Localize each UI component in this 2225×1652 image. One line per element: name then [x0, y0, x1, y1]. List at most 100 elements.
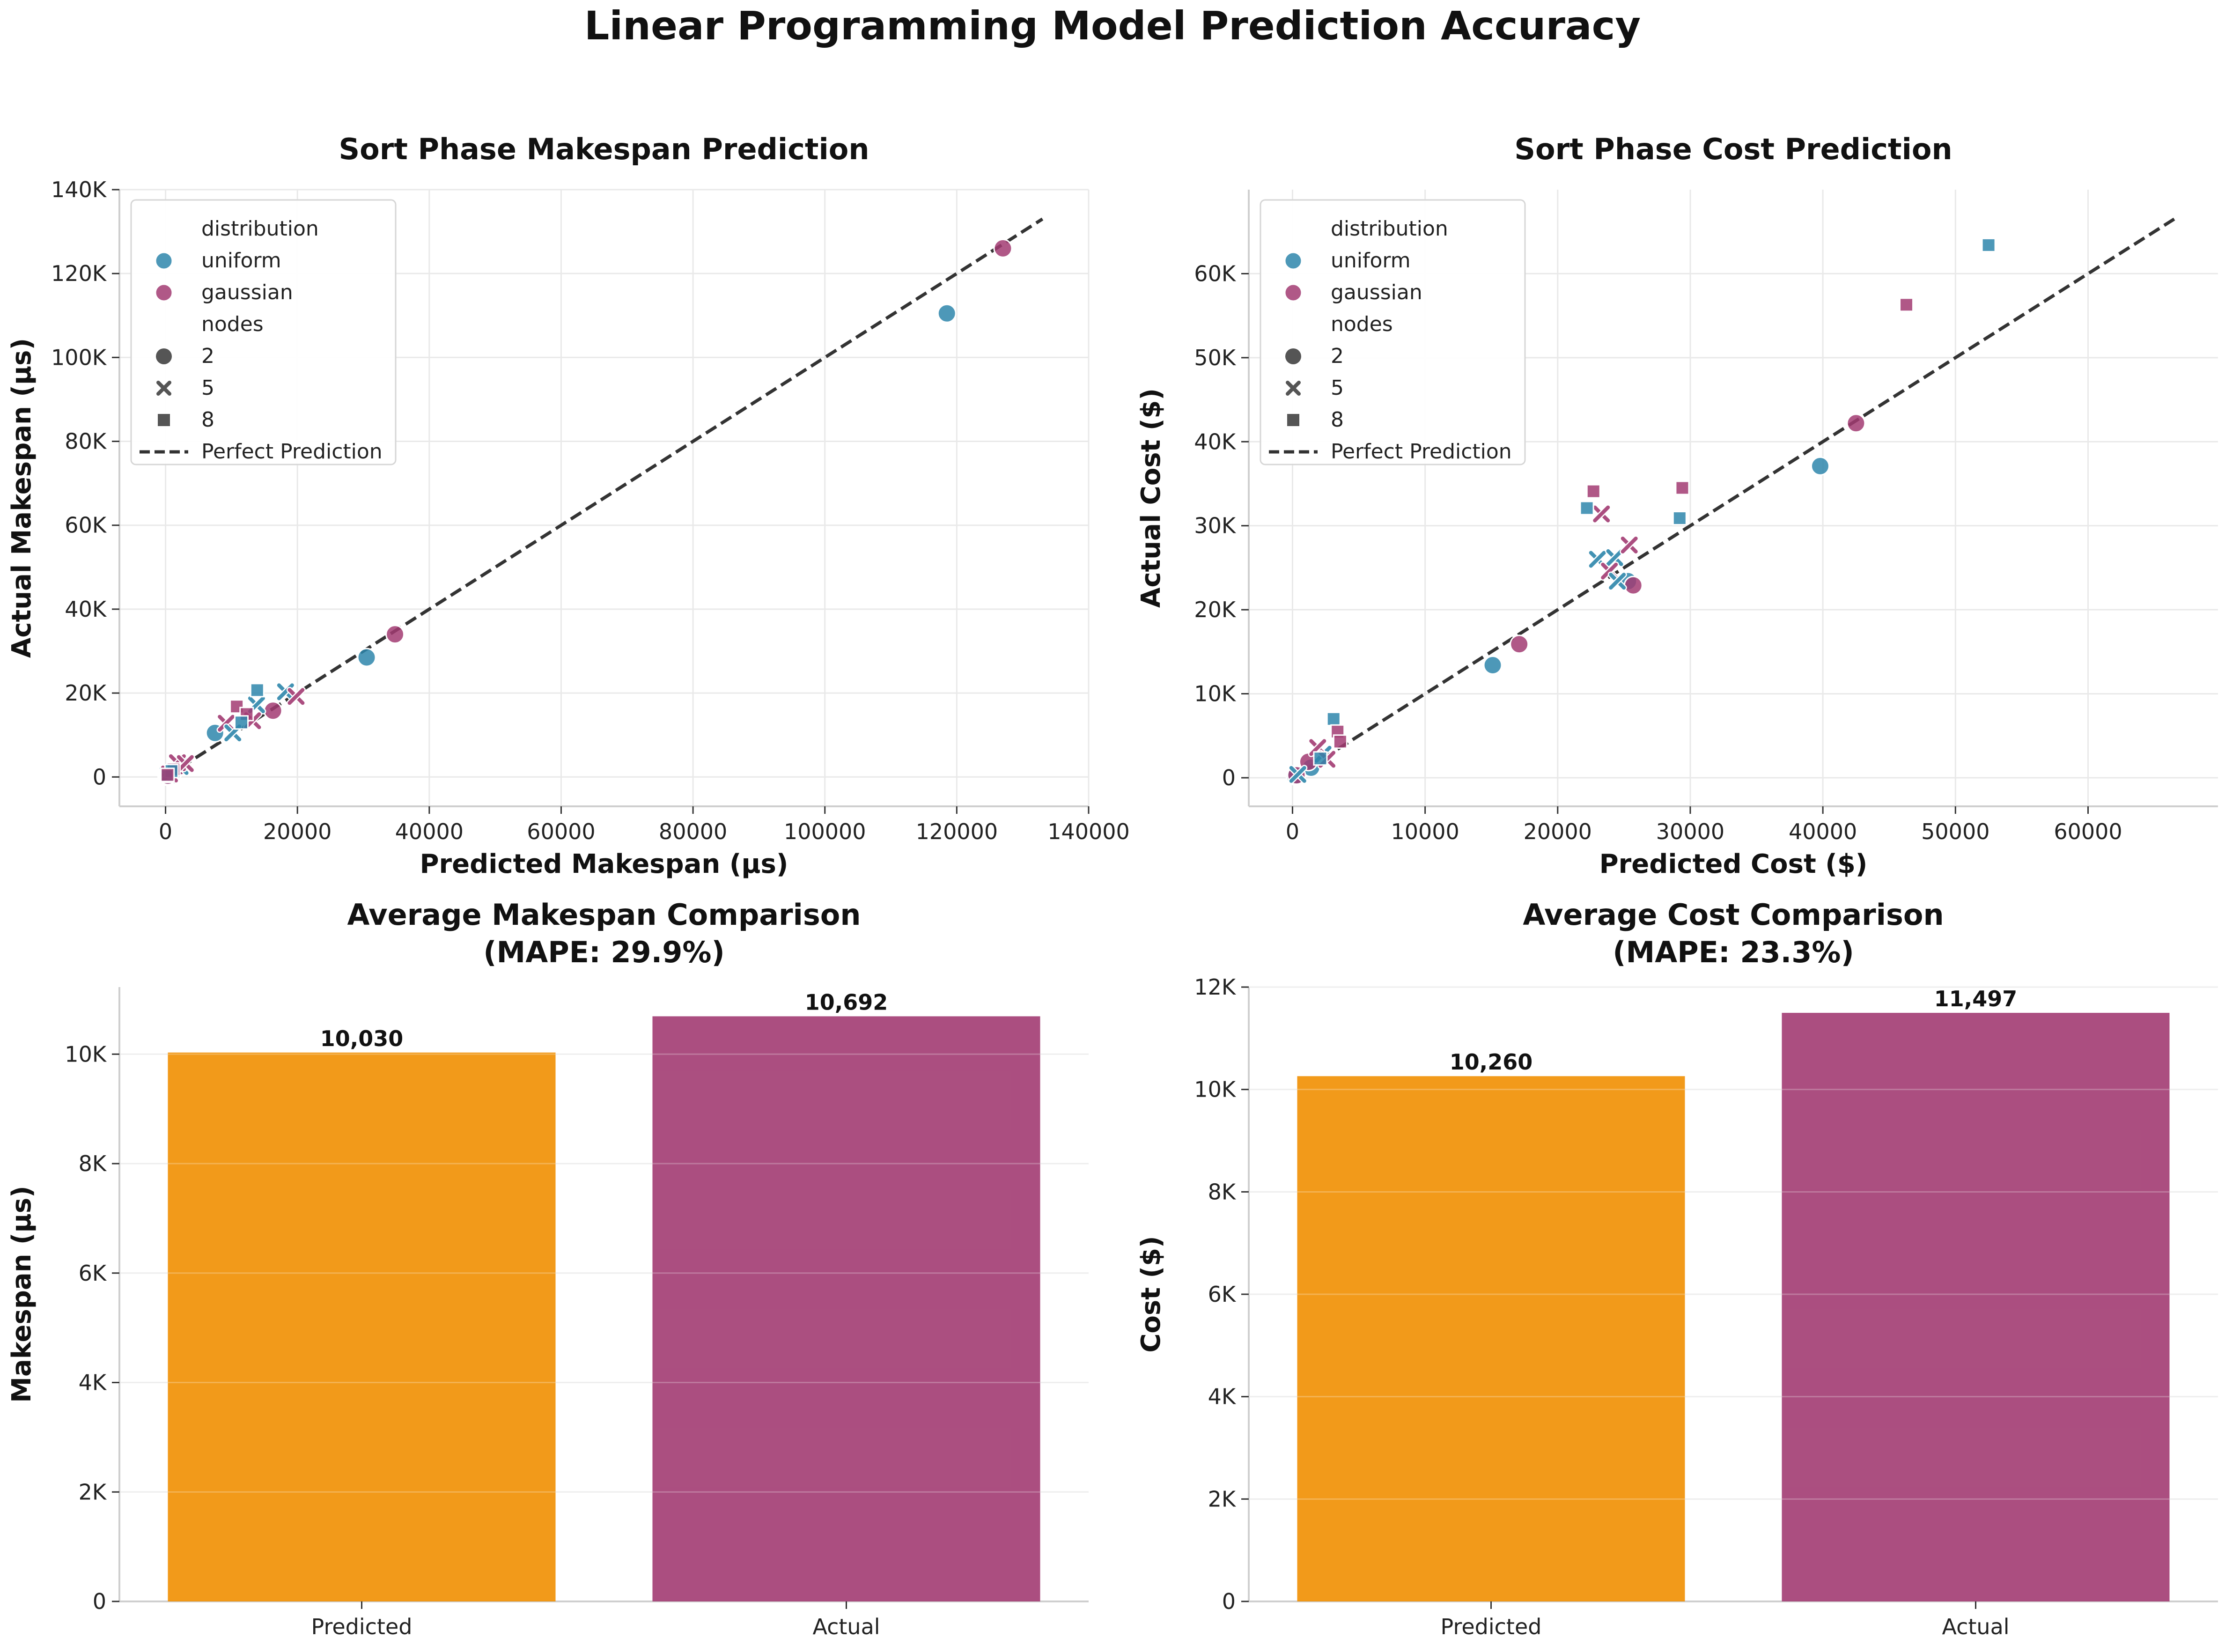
- y-tick-label: 12K: [1194, 974, 1237, 1000]
- y-tick-label: 100K: [51, 345, 107, 370]
- data-point-square: [1899, 297, 1914, 312]
- x-tick-label: Actual: [812, 1614, 880, 1639]
- legend-marker-x: [1286, 381, 1301, 396]
- legend-marker-circle: [156, 348, 172, 364]
- legend-label-uniform: uniform: [1331, 249, 1411, 273]
- legend-size-title: nodes: [1331, 312, 1393, 336]
- chart-title: Sort Phase Cost Prediction: [1514, 132, 1952, 166]
- x-tick-label: 80000: [659, 819, 727, 844]
- data-point-circle: [1483, 656, 1503, 675]
- data-point-circle: [357, 648, 376, 667]
- bar-value-label: 10,030: [320, 1026, 404, 1051]
- chart-1: 0 20K 40K 60K 80K 100K 120K 140K Sort Phase Make…: [7, 132, 1130, 879]
- y-tick-label: 10K: [65, 1041, 107, 1067]
- legend-marker-square: [158, 414, 170, 426]
- bar-actual: [652, 1016, 1040, 1601]
- y-tick-label: 0: [93, 1589, 106, 1614]
- x-tick-label: 60000: [2054, 819, 2122, 844]
- x-axis-label: Predicted Cost ($): [1599, 849, 1868, 879]
- data-point-circle: [937, 303, 957, 323]
- y-tick-label: 4K: [1208, 1384, 1237, 1409]
- perfect-prediction-line: [164, 217, 1044, 779]
- y-axis-label: Cost ($): [1136, 1236, 1166, 1352]
- data-point-square: [1313, 751, 1328, 766]
- data-point-x: [286, 686, 306, 706]
- data-point-square: [1981, 237, 1996, 252]
- y-tick-label: 10K: [1194, 681, 1237, 707]
- data-point-x-stroke: [287, 688, 305, 705]
- data-point-x-stroke: [1589, 551, 1606, 568]
- y-tick-label: 120K: [51, 261, 107, 286]
- legend-marker-x: [156, 381, 171, 396]
- y-tick-label: 2K: [1208, 1486, 1237, 1512]
- y-tick-label: 20K: [65, 680, 107, 706]
- x-tick-label: 50000: [1921, 819, 1989, 844]
- x-tick-label: 40000: [395, 819, 464, 844]
- data-point-x: [1288, 765, 1308, 784]
- x-tick-label: Predicted: [1441, 1614, 1542, 1639]
- legend-label-gaussian: gaussian: [201, 280, 293, 304]
- legend-frame: [130, 199, 397, 465]
- legend-label-perfect-prediction: Perfect Prediction: [1331, 440, 1512, 464]
- y-axis-label: Actual Cost ($): [1136, 388, 1166, 608]
- x-tick-label: 140000: [1047, 819, 1130, 844]
- x-tick-label: Predicted: [311, 1614, 413, 1639]
- y-tick-label: 50K: [1194, 345, 1237, 370]
- data-point-square: [1333, 734, 1348, 749]
- legend-size-title: nodes: [201, 312, 264, 336]
- data-point-square: [1675, 480, 1690, 495]
- y-tick-label: 40K: [65, 597, 107, 622]
- y-tick-label: 0: [93, 764, 106, 789]
- y-tick-label: 30K: [1194, 513, 1237, 538]
- y-tick-label: 0: [1222, 765, 1236, 790]
- data-point-circle: [385, 625, 405, 644]
- legend-label-nodes-2: 2: [201, 344, 214, 368]
- legend-marker-uniform: [1284, 251, 1303, 270]
- data-point-x-stroke: [1289, 766, 1306, 783]
- y-tick-label: 20K: [1194, 597, 1237, 622]
- chart-4: 0 2K 4K 6K 8K 10K 12K Average Cost Comparison(M…: [1136, 898, 2218, 1639]
- y-axis-label: Makespan (μs): [7, 1186, 37, 1403]
- x-axis-label: Predicted Makespan (μs): [420, 849, 788, 879]
- data-point-x: [176, 754, 195, 774]
- x-tick-label: 120000: [916, 819, 998, 844]
- data-point-x-stroke: [1621, 536, 1638, 553]
- x-tick-label: 60000: [527, 819, 595, 844]
- y-tick-label: 0: [1222, 1589, 1236, 1614]
- data-point-x: [1605, 548, 1625, 568]
- legend-label-gaussian: gaussian: [1331, 280, 1422, 304]
- chart-title: (MAPE: 29.9%): [483, 935, 725, 969]
- chart-3: 0 2K 4K 6K 8K 10K Average Makespan Comparison(…: [7, 898, 1089, 1639]
- data-point-x-stroke: [1606, 549, 1623, 566]
- data-point-square: [1672, 511, 1687, 526]
- legend-hue-title: distribution: [1331, 217, 1448, 241]
- y-tick-label: 10K: [1194, 1077, 1237, 1102]
- legend-marker-uniform: [155, 251, 173, 270]
- data-point-x: [1607, 571, 1627, 591]
- legend-marker-gaussian: [1284, 283, 1303, 302]
- legend-marker-square: [1287, 414, 1299, 426]
- x-tick-label: 20000: [1524, 819, 1592, 844]
- chart-title: Average Cost Comparison: [1523, 898, 1944, 932]
- y-tick-label: 80K: [65, 429, 107, 454]
- legend-marker-circle: [1285, 348, 1301, 364]
- data-point-x: [1620, 535, 1639, 555]
- x-tick-label: 10000: [1391, 819, 1459, 844]
- data-point-square: [234, 715, 249, 730]
- legend: distribution uniform gaussian nodes 2 5 8 Perfe…: [1260, 199, 1526, 465]
- data-point-square: [250, 683, 265, 698]
- x-tick-label: 100000: [784, 819, 866, 844]
- x-tick-label: 40000: [1789, 819, 1857, 844]
- legend-label-perfect-prediction: Perfect Prediction: [201, 440, 383, 464]
- y-tick-label: 6K: [1208, 1282, 1237, 1307]
- data-point-square: [1326, 711, 1341, 726]
- x-tick-label: 20000: [263, 819, 332, 844]
- data-point-x-stroke: [218, 715, 235, 732]
- data-point-circle: [1846, 413, 1866, 433]
- legend-label-uniform: uniform: [201, 249, 281, 273]
- data-point-square: [160, 767, 175, 782]
- data-point-circle: [1623, 575, 1643, 595]
- data-point-circle: [263, 701, 283, 721]
- legend-label-nodes-5: 5: [201, 376, 214, 400]
- y-tick-label: 6K: [79, 1261, 107, 1286]
